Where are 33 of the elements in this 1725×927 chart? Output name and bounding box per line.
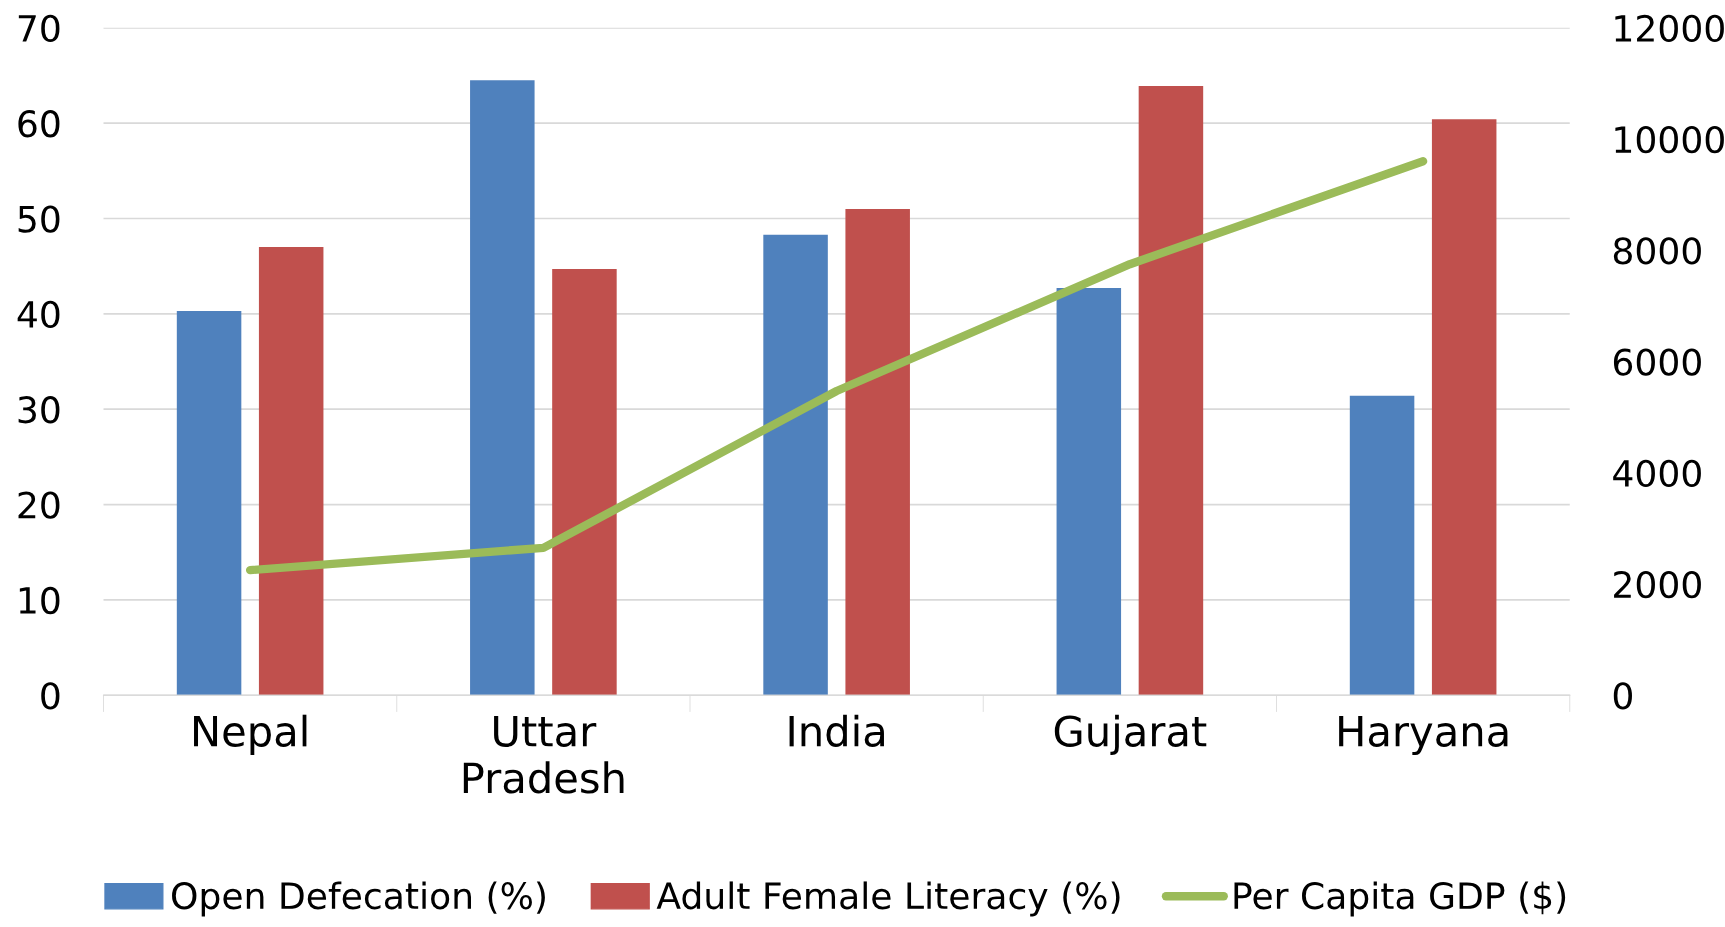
x-tick-label: Uttar Pradesh — [463, 715, 624, 794]
y-tick-label: 0 — [41, 682, 60, 710]
x-tick-label: Gujarat — [1054, 714, 1207, 756]
y-tick-label: 60 — [18, 110, 60, 138]
bar — [1349, 395, 1415, 696]
y-tick-label: 20 — [18, 491, 60, 519]
bar — [552, 269, 617, 696]
y2-tick-label: 10000 — [1615, 125, 1724, 154]
bar — [258, 247, 324, 696]
y2-tick-label: 8000 — [1613, 237, 1701, 265]
y2-tick-label: 4000 — [1613, 459, 1701, 487]
bar — [1138, 85, 1204, 696]
y-tick-label: 30 — [18, 396, 60, 424]
y2-tick-label: 12000 — [1615, 14, 1724, 43]
legend-label: Per Capita GDP ($) — [1234, 881, 1566, 917]
legend-label: Adult Female Literacy (%) — [656, 881, 1120, 917]
legend-label: Open Defecation (%) — [172, 881, 545, 917]
bar — [1056, 288, 1122, 696]
x-tick-label: Nepal — [194, 714, 307, 756]
y-tick-label: 40 — [17, 300, 60, 329]
y-tick-label: 50 — [18, 205, 60, 233]
bar — [845, 208, 910, 696]
bar — [176, 311, 242, 696]
y-tick-label: 10 — [19, 586, 60, 615]
bar — [470, 80, 535, 696]
y2-tick-label: 6000 — [1613, 348, 1701, 376]
y2-tick-label: 0 — [1613, 682, 1632, 710]
x-tick-label: India — [789, 714, 884, 747]
bar — [1431, 119, 1497, 696]
y-tick-label: 70 — [18, 14, 60, 43]
x-tick-label: Haryana — [1339, 715, 1508, 756]
bar — [763, 234, 828, 696]
y2-tick-label: 2000 — [1614, 570, 1701, 599]
